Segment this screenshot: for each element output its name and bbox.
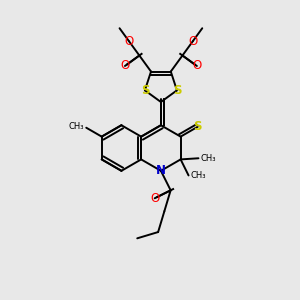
Text: CH₃: CH₃ — [200, 154, 216, 163]
Text: O: O — [188, 34, 198, 48]
Text: O: O — [150, 192, 159, 205]
Text: O: O — [192, 59, 202, 73]
Text: O: O — [124, 34, 134, 48]
Text: CH₃: CH₃ — [69, 122, 84, 131]
Text: O: O — [120, 59, 130, 73]
Text: S: S — [173, 84, 181, 97]
Text: S: S — [141, 84, 149, 97]
Text: S: S — [194, 120, 202, 133]
Text: CH₃: CH₃ — [190, 171, 206, 180]
Text: N: N — [156, 164, 166, 177]
